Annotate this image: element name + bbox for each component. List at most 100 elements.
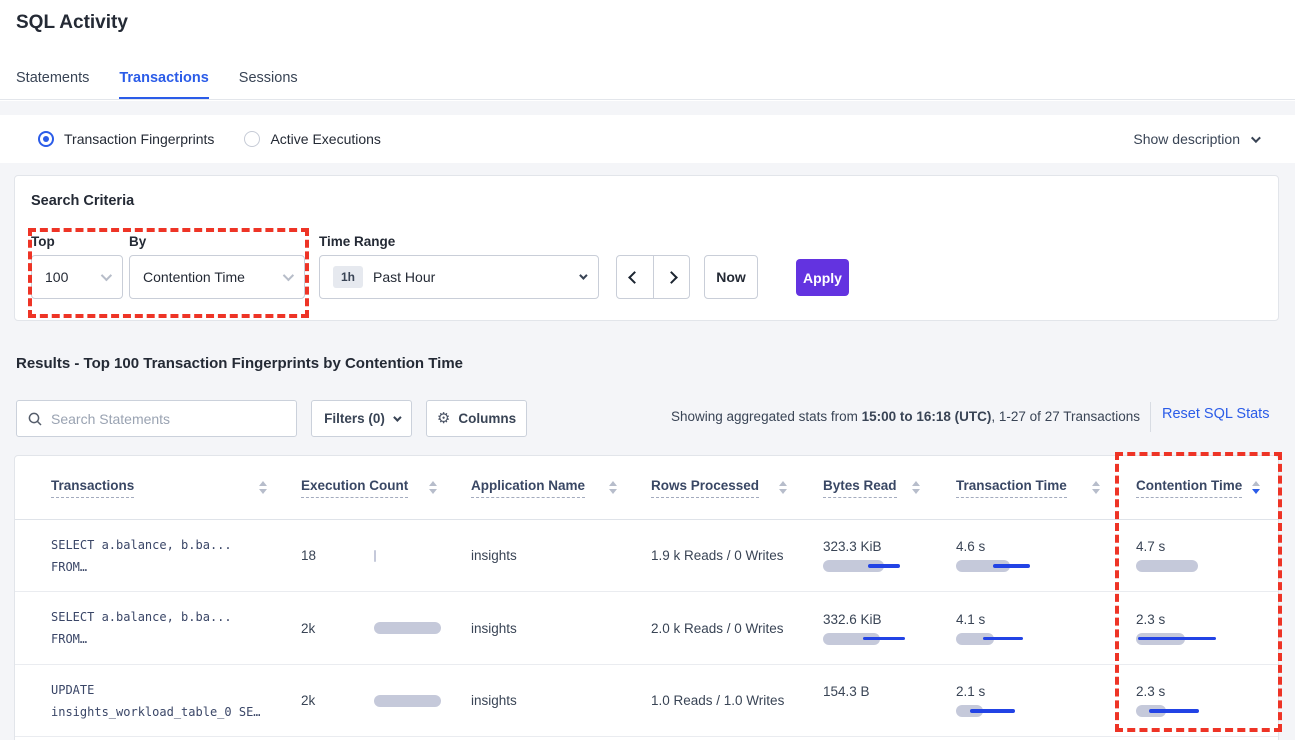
- tab-transactions[interactable]: Transactions: [119, 70, 209, 99]
- sort-icon[interactable]: [429, 481, 437, 494]
- tab-bar: Statements Transactions Sessions: [16, 70, 298, 99]
- tab-statements[interactable]: Statements: [16, 70, 90, 86]
- execution-count-bar: [374, 694, 441, 707]
- show-description-toggle[interactable]: Show description: [1133, 131, 1261, 147]
- rows-processed-cell: 1.9 k Reads / 0 Writes: [651, 548, 784, 563]
- transaction-fingerprint-link[interactable]: SELECT a.balance, b.ba... FROM…: [51, 610, 232, 646]
- table-row: SELECT a.balance, b.ba... FROM… 2k insig…: [15, 592, 1278, 665]
- by-label: By: [129, 234, 147, 249]
- bytes-read-cell: 154.3 B: [805, 665, 938, 736]
- radio-active-executions[interactable]: Active Executions: [244, 131, 381, 147]
- apply-button[interactable]: Apply: [796, 259, 849, 296]
- column-header-transactions: Transactions: [15, 478, 285, 498]
- bytes-read-bar: [823, 705, 923, 717]
- transaction-fingerprint-link[interactable]: UPDATE insights_workload_table_0 SE…: [51, 682, 261, 719]
- radio-transaction-fingerprints[interactable]: Transaction Fingerprints: [38, 131, 214, 147]
- column-header-contention-time: Contention Time: [1118, 478, 1278, 498]
- time-range-value: Past Hour: [373, 269, 436, 285]
- gear-icon: ⚙: [436, 410, 451, 427]
- columns-button-label: Columns: [458, 411, 517, 426]
- execution-count-cell: 2k: [285, 592, 455, 664]
- show-description-label: Show description: [1133, 131, 1240, 147]
- chevron-down-icon: [579, 271, 588, 280]
- contention-time-bar: [1136, 705, 1236, 717]
- bytes-read-cell: 323.3 KiB: [805, 520, 938, 591]
- sort-icon-active-desc[interactable]: [1252, 481, 1260, 494]
- results-heading: Results - Top 100 Transaction Fingerprin…: [16, 355, 464, 372]
- time-range-select[interactable]: 1h Past Hour: [319, 255, 599, 299]
- transaction-time-bar: [956, 560, 1056, 572]
- chevron-down-icon: [282, 269, 295, 282]
- transaction-time-bar: [956, 632, 1056, 645]
- sort-icon[interactable]: [912, 481, 920, 494]
- time-range-label: Time Range: [319, 234, 396, 249]
- contention-time-bar: [1136, 632, 1236, 645]
- execution-count-bar: [374, 549, 376, 562]
- radio-active-executions-label: Active Executions: [270, 131, 381, 147]
- radio-unselected-icon[interactable]: [244, 131, 261, 147]
- tab-sessions[interactable]: Sessions: [238, 70, 298, 86]
- chevron-right-icon: [664, 270, 678, 284]
- table-header-row: Transactions Execution Count Application…: [15, 456, 1278, 520]
- sort-icon[interactable]: [609, 481, 617, 494]
- by-select[interactable]: Contention Time: [129, 255, 305, 299]
- column-header-transaction-time: Transaction Time: [938, 478, 1118, 498]
- by-select-value: Contention Time: [143, 269, 245, 285]
- view-toggle-bar: Transaction Fingerprints Active Executio…: [0, 115, 1295, 163]
- column-header-application-name: Application Name: [455, 478, 635, 498]
- rows-processed-cell: 1.0 Reads / 1.0 Writes: [651, 693, 785, 708]
- table-row: UPDATE insights_workload_table_0 SE… 2k …: [15, 665, 1278, 737]
- execution-count-bar: [374, 622, 441, 634]
- contention-time-cell: 2.3 s: [1118, 592, 1278, 664]
- stats-time-range: 15:00 to 16:18 (UTC): [861, 409, 992, 424]
- transaction-fingerprint-link[interactable]: SELECT a.balance, b.ba... FROM…: [51, 537, 232, 574]
- now-button[interactable]: Now: [704, 255, 758, 299]
- reset-sql-stats-link[interactable]: Reset SQL Stats: [1162, 406, 1270, 422]
- vertical-divider: [1150, 402, 1151, 432]
- aggregated-stats-text: Showing aggregated stats from 15:00 to 1…: [671, 409, 1140, 424]
- previous-time-button[interactable]: [617, 256, 654, 298]
- transaction-time-bar: [956, 705, 1056, 717]
- search-criteria-heading: Search Criteria: [31, 193, 135, 209]
- application-name-cell: insights: [471, 693, 517, 708]
- sort-icon[interactable]: [1092, 481, 1100, 494]
- bytes-read-bar: [823, 560, 923, 572]
- transaction-time-cell: 4.6 s: [938, 520, 1118, 591]
- radio-selected-icon[interactable]: [38, 131, 54, 147]
- filters-button[interactable]: Filters (0): [311, 400, 412, 437]
- execution-count-cell: 2k: [285, 665, 455, 736]
- application-name-cell: insights: [471, 620, 517, 636]
- execution-count-cell: 18: [285, 520, 455, 591]
- bytes-read-bar: [823, 632, 923, 645]
- bytes-read-cell: 332.6 KiB: [805, 592, 938, 664]
- page-header: SQL Activity Statements Transactions Ses…: [0, 0, 1295, 100]
- chevron-down-icon: [100, 269, 113, 282]
- sort-icon[interactable]: [779, 481, 787, 494]
- search-icon: [28, 412, 42, 426]
- contention-time-cell: 4.7 s: [1118, 520, 1278, 591]
- sort-icon[interactable]: [259, 481, 267, 494]
- chevron-down-icon: [393, 412, 402, 422]
- transactions-table: Transactions Execution Count Application…: [14, 455, 1279, 740]
- time-range-badge: 1h: [333, 266, 364, 288]
- search-statements-input[interactable]: [51, 410, 285, 427]
- column-header-bytes-read: Bytes Read: [805, 478, 938, 498]
- time-range-arrows: [616, 255, 690, 299]
- table-row: SELECT a.balance, b.ba... FROM… 18 insig…: [15, 520, 1278, 592]
- filters-button-label: Filters (0): [324, 411, 385, 426]
- radio-transaction-fingerprints-label: Transaction Fingerprints: [64, 131, 215, 147]
- column-header-rows-processed: Rows Processed: [635, 478, 805, 498]
- page-body: Transaction Fingerprints Active Executio…: [0, 101, 1295, 740]
- search-criteria-card: Search Criteria Top 100 By Contention Ti…: [14, 175, 1279, 321]
- page-title: SQL Activity: [16, 12, 128, 33]
- columns-button[interactable]: ⚙ Columns: [426, 400, 527, 437]
- transaction-time-cell: 2.1 s: [938, 665, 1118, 736]
- contention-time-bar: [1136, 560, 1236, 572]
- top-select[interactable]: 100: [31, 255, 123, 299]
- contention-time-cell: 2.3 s: [1118, 665, 1278, 736]
- rows-processed-cell: 2.0 k Reads / 0 Writes: [651, 620, 784, 636]
- transaction-time-cell: 4.1 s: [938, 592, 1118, 664]
- chevron-left-icon: [628, 270, 642, 284]
- next-time-button[interactable]: [654, 256, 690, 298]
